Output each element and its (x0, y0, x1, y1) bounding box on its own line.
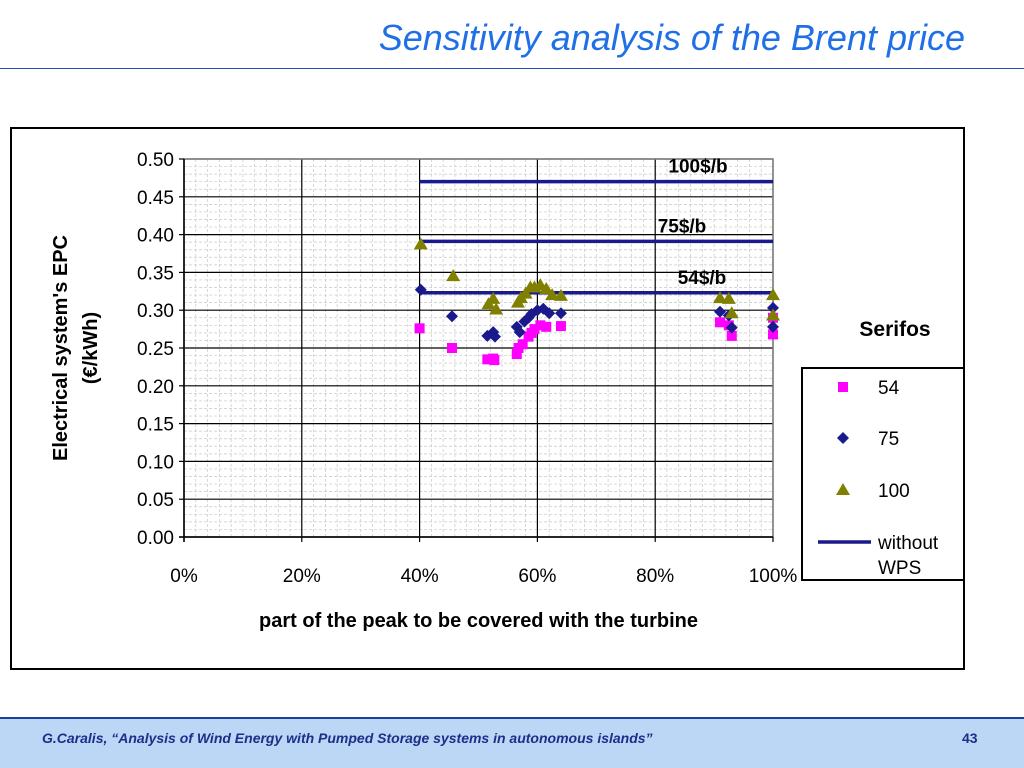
legend-box (801, 367, 963, 581)
data-point-100 (724, 306, 739, 319)
data-point-75 (488, 330, 501, 343)
data-point-54 (555, 321, 566, 332)
data-point-54 (541, 321, 552, 332)
y-tick-label: 0.40 (137, 226, 174, 247)
x-tick-label: 0% (170, 566, 198, 587)
legend-label-100: 100 (878, 481, 910, 502)
data-point-100 (446, 269, 461, 282)
y-tick-label: 0.15 (137, 415, 174, 436)
data-point-100 (721, 291, 736, 304)
y-tick-label: 0.20 (137, 377, 174, 398)
data-point-75 (513, 326, 526, 339)
data-point-75 (518, 315, 531, 328)
data-point-75 (554, 307, 567, 320)
data-point-54 (768, 329, 778, 340)
data-point-75 (414, 283, 427, 296)
chart-frame: 0.00 0.05 0.10 0.15 0.20 0.25 0.30 0.35 0.40 0.45… (10, 127, 965, 670)
data-point-75 (543, 307, 556, 320)
data-point-54 (414, 323, 425, 334)
x-tick-label: 60% (518, 566, 556, 587)
legend-marker-75 (837, 432, 849, 444)
reference-line-label: 54$/b (678, 268, 727, 289)
y-tick-label: 0.30 (137, 301, 174, 322)
y-axis-label-line: (€/kWh) (80, 312, 102, 384)
legend-marker-54 (838, 382, 848, 392)
legend-label-54: 54 (878, 378, 900, 399)
data-point-75 (713, 305, 726, 318)
data-point-100 (712, 291, 727, 304)
legend-label-without-wps: without (877, 533, 939, 554)
title-divider (0, 68, 1024, 69)
y-tick-label: 0.05 (137, 490, 174, 511)
data-point-75 (445, 310, 458, 323)
epc-scatter-chart: 0.00 0.05 0.10 0.15 0.20 0.25 0.30 0.35 0.40 0.45… (50, 150, 963, 632)
slide-title: Sensitivity analysis of the Brent price (378, 17, 965, 58)
x-tick-label: 80% (636, 566, 674, 587)
y-tick-label: 0.25 (137, 339, 174, 360)
x-tick-label: 20% (283, 566, 321, 587)
data-point-54 (529, 324, 540, 335)
data-point-100 (545, 288, 560, 301)
data-point-100 (766, 308, 780, 321)
data-point-75 (767, 301, 779, 314)
data-point-75 (725, 321, 738, 334)
reference-line-label: 100$/b (668, 157, 727, 178)
data-point-75 (767, 320, 779, 333)
data-point-54 (489, 355, 500, 366)
data-point-100 (553, 288, 568, 301)
legend-label-without-wps: WPS (878, 558, 921, 579)
data-point-100 (766, 288, 780, 301)
data-point-100 (539, 282, 554, 295)
data-point-54 (714, 317, 725, 328)
y-tick-label: 0.45 (137, 188, 174, 209)
data-point-100 (413, 237, 428, 250)
legend-label-75: 75 (878, 429, 899, 450)
data-point-100 (486, 291, 501, 304)
page-number: 43 (962, 730, 978, 746)
legend-title: Serifos (859, 318, 930, 341)
data-point-54 (535, 320, 546, 331)
data-point-54 (517, 339, 528, 350)
data-point-75 (510, 320, 523, 333)
y-tick-label: 0.00 (137, 528, 174, 549)
x-tick-label: 40% (401, 566, 439, 587)
reference-line-label: 75$/b (658, 216, 707, 237)
footer-citation: G.Caralis, “Analysis of Wind Energy with… (42, 730, 653, 746)
legend-marker-100 (836, 483, 850, 495)
data-point-54 (726, 330, 737, 341)
data-point-54 (482, 354, 493, 365)
data-point-54 (446, 343, 457, 353)
y-tick-label: 0.50 (137, 150, 174, 171)
data-point-100 (518, 286, 533, 299)
y-axis-label-line: Electrical system's EPC (50, 235, 72, 461)
data-point-75 (481, 329, 494, 342)
data-point-75 (525, 307, 538, 320)
y-tick-label: 0.35 (137, 263, 174, 284)
x-tick-label: 100% (749, 566, 798, 587)
x-axis-label: part of the peak to be covered with the … (259, 610, 698, 632)
y-tick-label: 0.10 (137, 452, 174, 473)
data-point-54 (511, 349, 522, 360)
footer-bar: G.Caralis, “Analysis of Wind Energy with… (0, 717, 1024, 768)
data-point-100 (489, 302, 504, 315)
